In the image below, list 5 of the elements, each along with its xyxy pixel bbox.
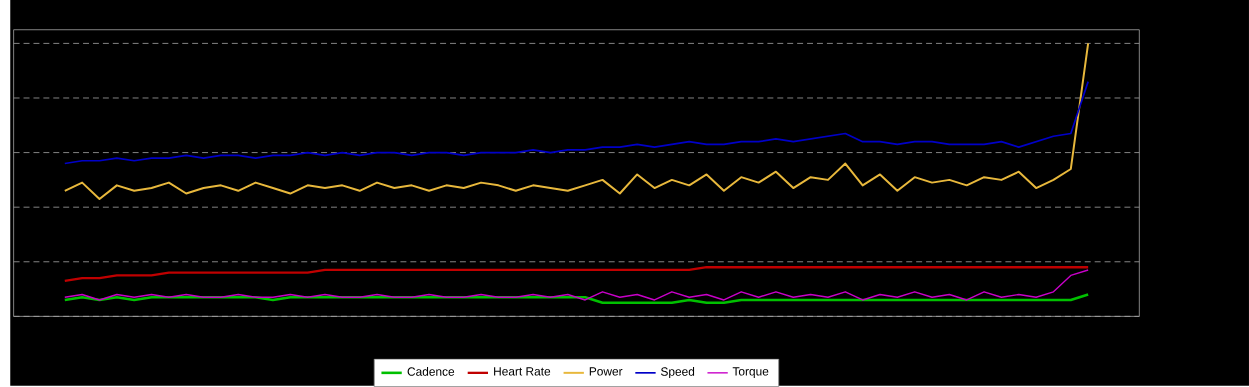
legend-label: Heart Rate	[494, 367, 551, 376]
legend-label: Torque	[732, 367, 769, 378]
legend-label: Cadence	[407, 367, 455, 376]
legend-label: Power	[589, 367, 623, 376]
legend-label: Speed	[660, 367, 695, 379]
